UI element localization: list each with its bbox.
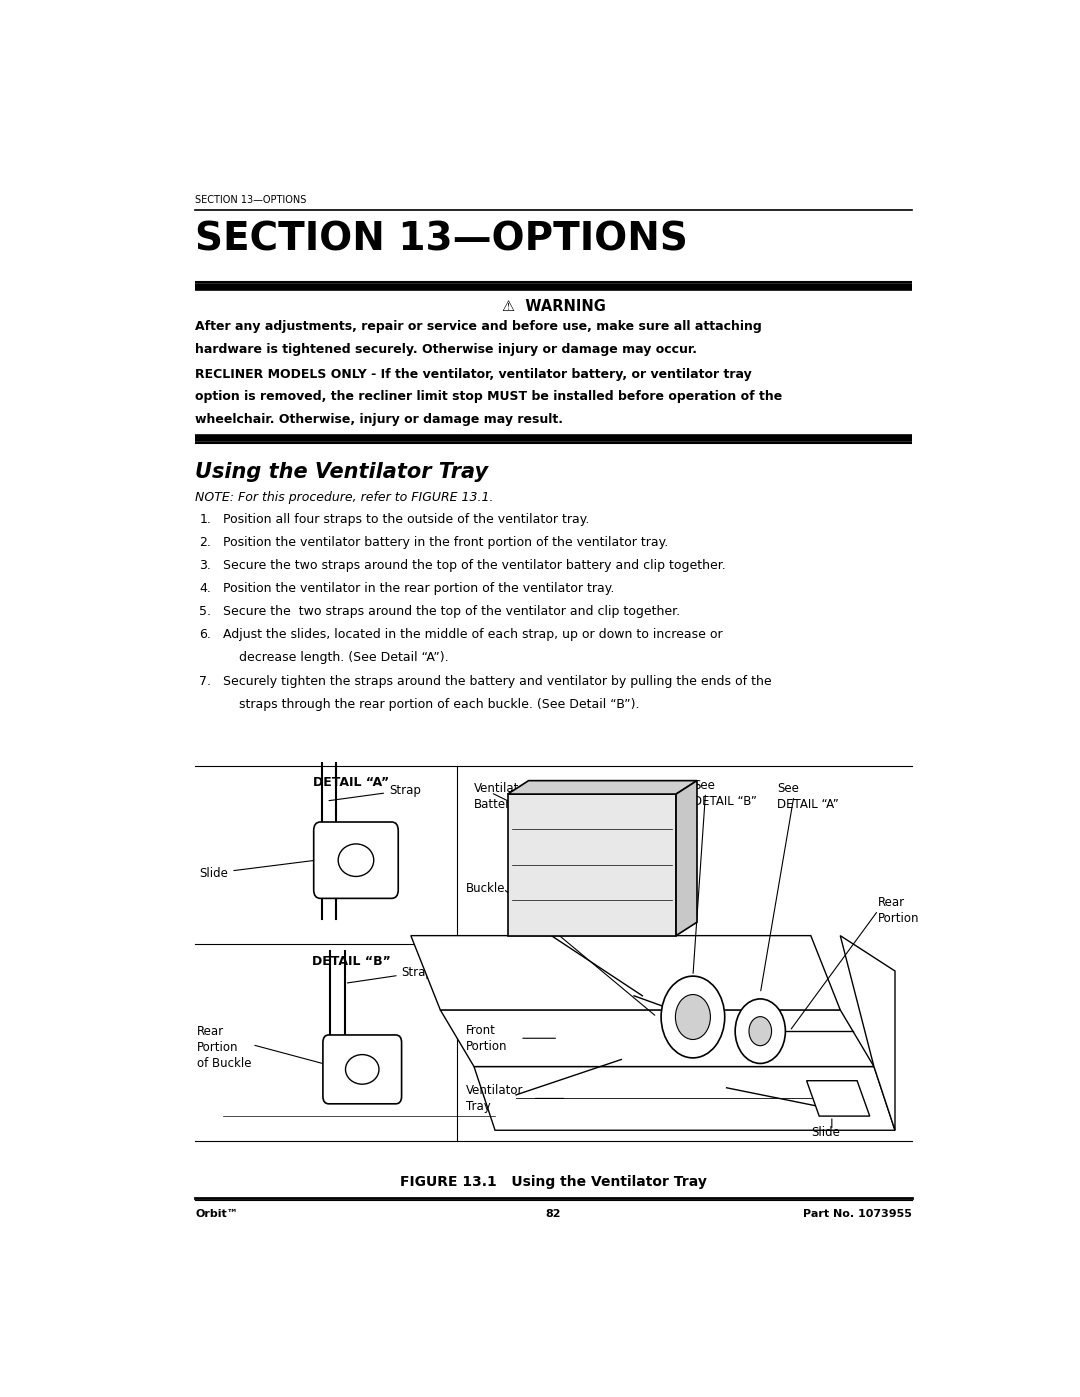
Ellipse shape	[661, 977, 725, 1058]
Polygon shape	[474, 1066, 895, 1130]
Text: DETAIL “B”: DETAIL “B”	[312, 954, 391, 968]
Ellipse shape	[748, 1017, 771, 1046]
Text: See
DETAIL “B”: See DETAIL “B”	[693, 778, 757, 807]
Text: option is removed, the recliner limit stop MUST be installed before operation of: option is removed, the recliner limit st…	[195, 390, 783, 404]
Text: See
DETAIL “A”: See DETAIL “A”	[778, 782, 839, 810]
Text: 5.: 5.	[200, 605, 212, 617]
Text: Rear
Portion: Rear Portion	[878, 895, 920, 925]
Text: Strap: Strap	[329, 784, 421, 800]
Ellipse shape	[735, 999, 785, 1063]
Text: DETAIL “A”: DETAIL “A”	[313, 777, 390, 789]
Text: Position the ventilator in the rear portion of the ventilator tray.: Position the ventilator in the rear port…	[222, 583, 615, 595]
Text: Buckle: Buckle	[465, 883, 505, 895]
Text: Slide: Slide	[200, 861, 313, 880]
Text: Securely tighten the straps around the battery and ventilator by pulling the end: Securely tighten the straps around the b…	[222, 675, 771, 687]
Text: hardware is tightened securely. Otherwise injury or damage may occur.: hardware is tightened securely. Otherwis…	[195, 342, 698, 356]
Text: SECTION 13—OPTIONS: SECTION 13—OPTIONS	[195, 221, 688, 258]
Polygon shape	[410, 936, 840, 1010]
Text: 7.: 7.	[200, 675, 212, 687]
Text: RECLINER MODELS ONLY - If the ventilator, ventilator battery, or ventilator tray: RECLINER MODELS ONLY - If the ventilator…	[195, 367, 752, 380]
Polygon shape	[676, 781, 697, 936]
Text: 3.: 3.	[200, 559, 212, 571]
Text: Adjust the slides, located in the middle of each strap, up or down to increase o: Adjust the slides, located in the middle…	[222, 629, 723, 641]
Text: 2.: 2.	[200, 535, 212, 549]
Text: 1.: 1.	[200, 513, 212, 525]
Text: Using the Ventilator Tray: Using the Ventilator Tray	[195, 462, 488, 482]
Text: Orbit™: Orbit™	[195, 1208, 238, 1218]
Text: FIGURE 13.1   Using the Ventilator Tray: FIGURE 13.1 Using the Ventilator Tray	[400, 1175, 707, 1189]
Text: 82: 82	[545, 1208, 562, 1218]
Ellipse shape	[338, 844, 374, 876]
Text: Front
Portion: Front Portion	[465, 1024, 508, 1053]
Ellipse shape	[346, 1055, 379, 1084]
Text: straps through the rear portion of each buckle. (See Detail “B”).: straps through the rear portion of each …	[222, 697, 639, 711]
Text: ⚠  WARNING: ⚠ WARNING	[501, 299, 606, 314]
Text: 4.: 4.	[200, 583, 212, 595]
Text: decrease length. (See Detail “A”).: decrease length. (See Detail “A”).	[222, 651, 448, 665]
Text: After any adjustments, repair or service and before use, make sure all attaching: After any adjustments, repair or service…	[195, 320, 762, 332]
Text: Ventilator
Tray: Ventilator Tray	[465, 1084, 523, 1113]
Text: Slide: Slide	[811, 1126, 839, 1139]
Text: SECTION 13—OPTIONS: SECTION 13—OPTIONS	[195, 196, 307, 205]
Text: Part No. 1073955: Part No. 1073955	[802, 1208, 912, 1218]
Text: Strap: Strap	[348, 967, 433, 983]
Polygon shape	[840, 936, 895, 1130]
Polygon shape	[508, 781, 697, 793]
Text: wheelchair. Otherwise, injury or damage may result.: wheelchair. Otherwise, injury or damage …	[195, 414, 564, 426]
FancyBboxPatch shape	[323, 1035, 402, 1104]
Ellipse shape	[675, 995, 711, 1039]
Text: NOTE: For this procedure, refer to FIGURE 13.1.: NOTE: For this procedure, refer to FIGUR…	[195, 490, 494, 504]
Polygon shape	[508, 793, 676, 936]
Text: Position all four straps to the outside of the ventilator tray.: Position all four straps to the outside …	[222, 513, 590, 525]
Polygon shape	[807, 1081, 869, 1116]
Text: Secure the two straps around the top of the ventilator battery and clip together: Secure the two straps around the top of …	[222, 559, 726, 571]
Text: Position the ventilator battery in the front portion of the ventilator tray.: Position the ventilator battery in the f…	[222, 535, 669, 549]
Text: 6.: 6.	[200, 629, 212, 641]
Polygon shape	[441, 1010, 874, 1066]
FancyBboxPatch shape	[313, 821, 399, 898]
Text: Rear
Portion
of Buckle: Rear Portion of Buckle	[197, 1025, 252, 1070]
Text: Ventilator
Battery: Ventilator Battery	[474, 782, 531, 810]
Text: Secure the  two straps around the top of the ventilator and clip together.: Secure the two straps around the top of …	[222, 605, 680, 617]
